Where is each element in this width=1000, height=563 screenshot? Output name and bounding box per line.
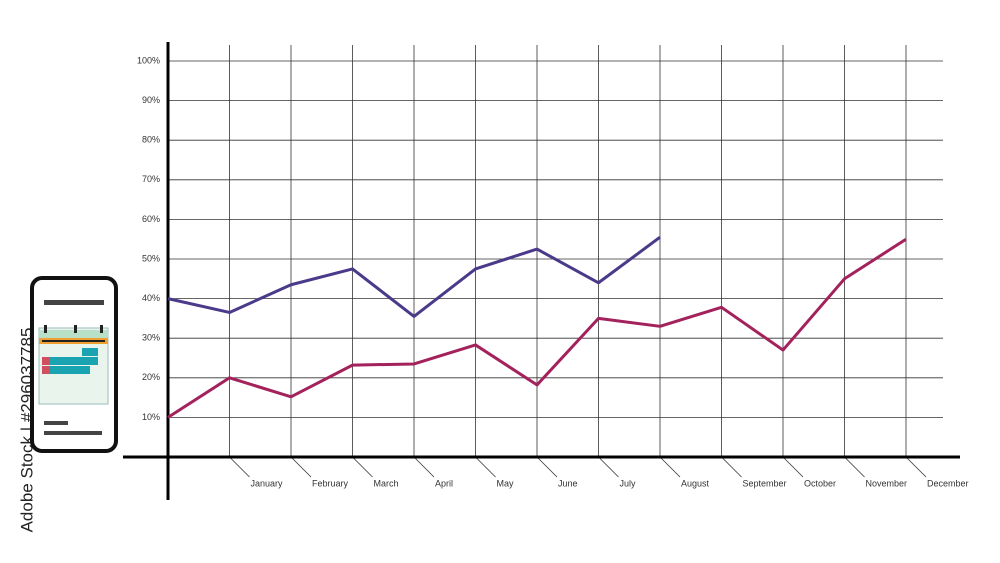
x-tick xyxy=(905,456,927,478)
x-tick xyxy=(782,456,804,478)
x-tick-label: November xyxy=(866,478,908,488)
data-line xyxy=(167,237,907,419)
y-tick-label: 10% xyxy=(142,412,160,422)
data-line xyxy=(167,236,661,318)
y-tick-label: 20% xyxy=(142,372,160,382)
y-tick-label: 100% xyxy=(137,55,160,65)
x-tick xyxy=(659,456,681,478)
x-tick-label: August xyxy=(681,478,710,488)
x-tick xyxy=(721,456,742,478)
x-tick xyxy=(290,456,312,478)
x-tick xyxy=(475,456,496,478)
y-tick-label: 50% xyxy=(142,253,160,263)
x-tick xyxy=(536,456,558,478)
x-tick xyxy=(229,456,250,478)
phone-icon xyxy=(30,276,118,453)
y-tick-label: 80% xyxy=(142,135,160,145)
x-tick-label: December xyxy=(927,478,969,488)
x-tick xyxy=(413,456,435,478)
x-tick-label: May xyxy=(497,478,515,488)
x-tick-label: March xyxy=(374,478,399,488)
y-tick-label: 70% xyxy=(142,174,160,184)
y-tick-label: 40% xyxy=(142,293,160,303)
y-tick-label: 60% xyxy=(142,214,160,224)
x-tick-label: October xyxy=(804,478,836,488)
x-tick-label: April xyxy=(435,478,453,488)
x-tick-label: July xyxy=(620,478,637,488)
x-tick-label: June xyxy=(558,478,578,488)
x-tick xyxy=(598,456,619,478)
y-tick-label: 30% xyxy=(142,333,160,343)
x-tick xyxy=(352,456,373,478)
y-tick-label: 90% xyxy=(142,95,160,105)
x-tick-label: January xyxy=(251,478,284,488)
x-tick xyxy=(844,456,865,478)
x-tick-label: September xyxy=(743,478,787,488)
x-tick-label: February xyxy=(312,478,349,488)
